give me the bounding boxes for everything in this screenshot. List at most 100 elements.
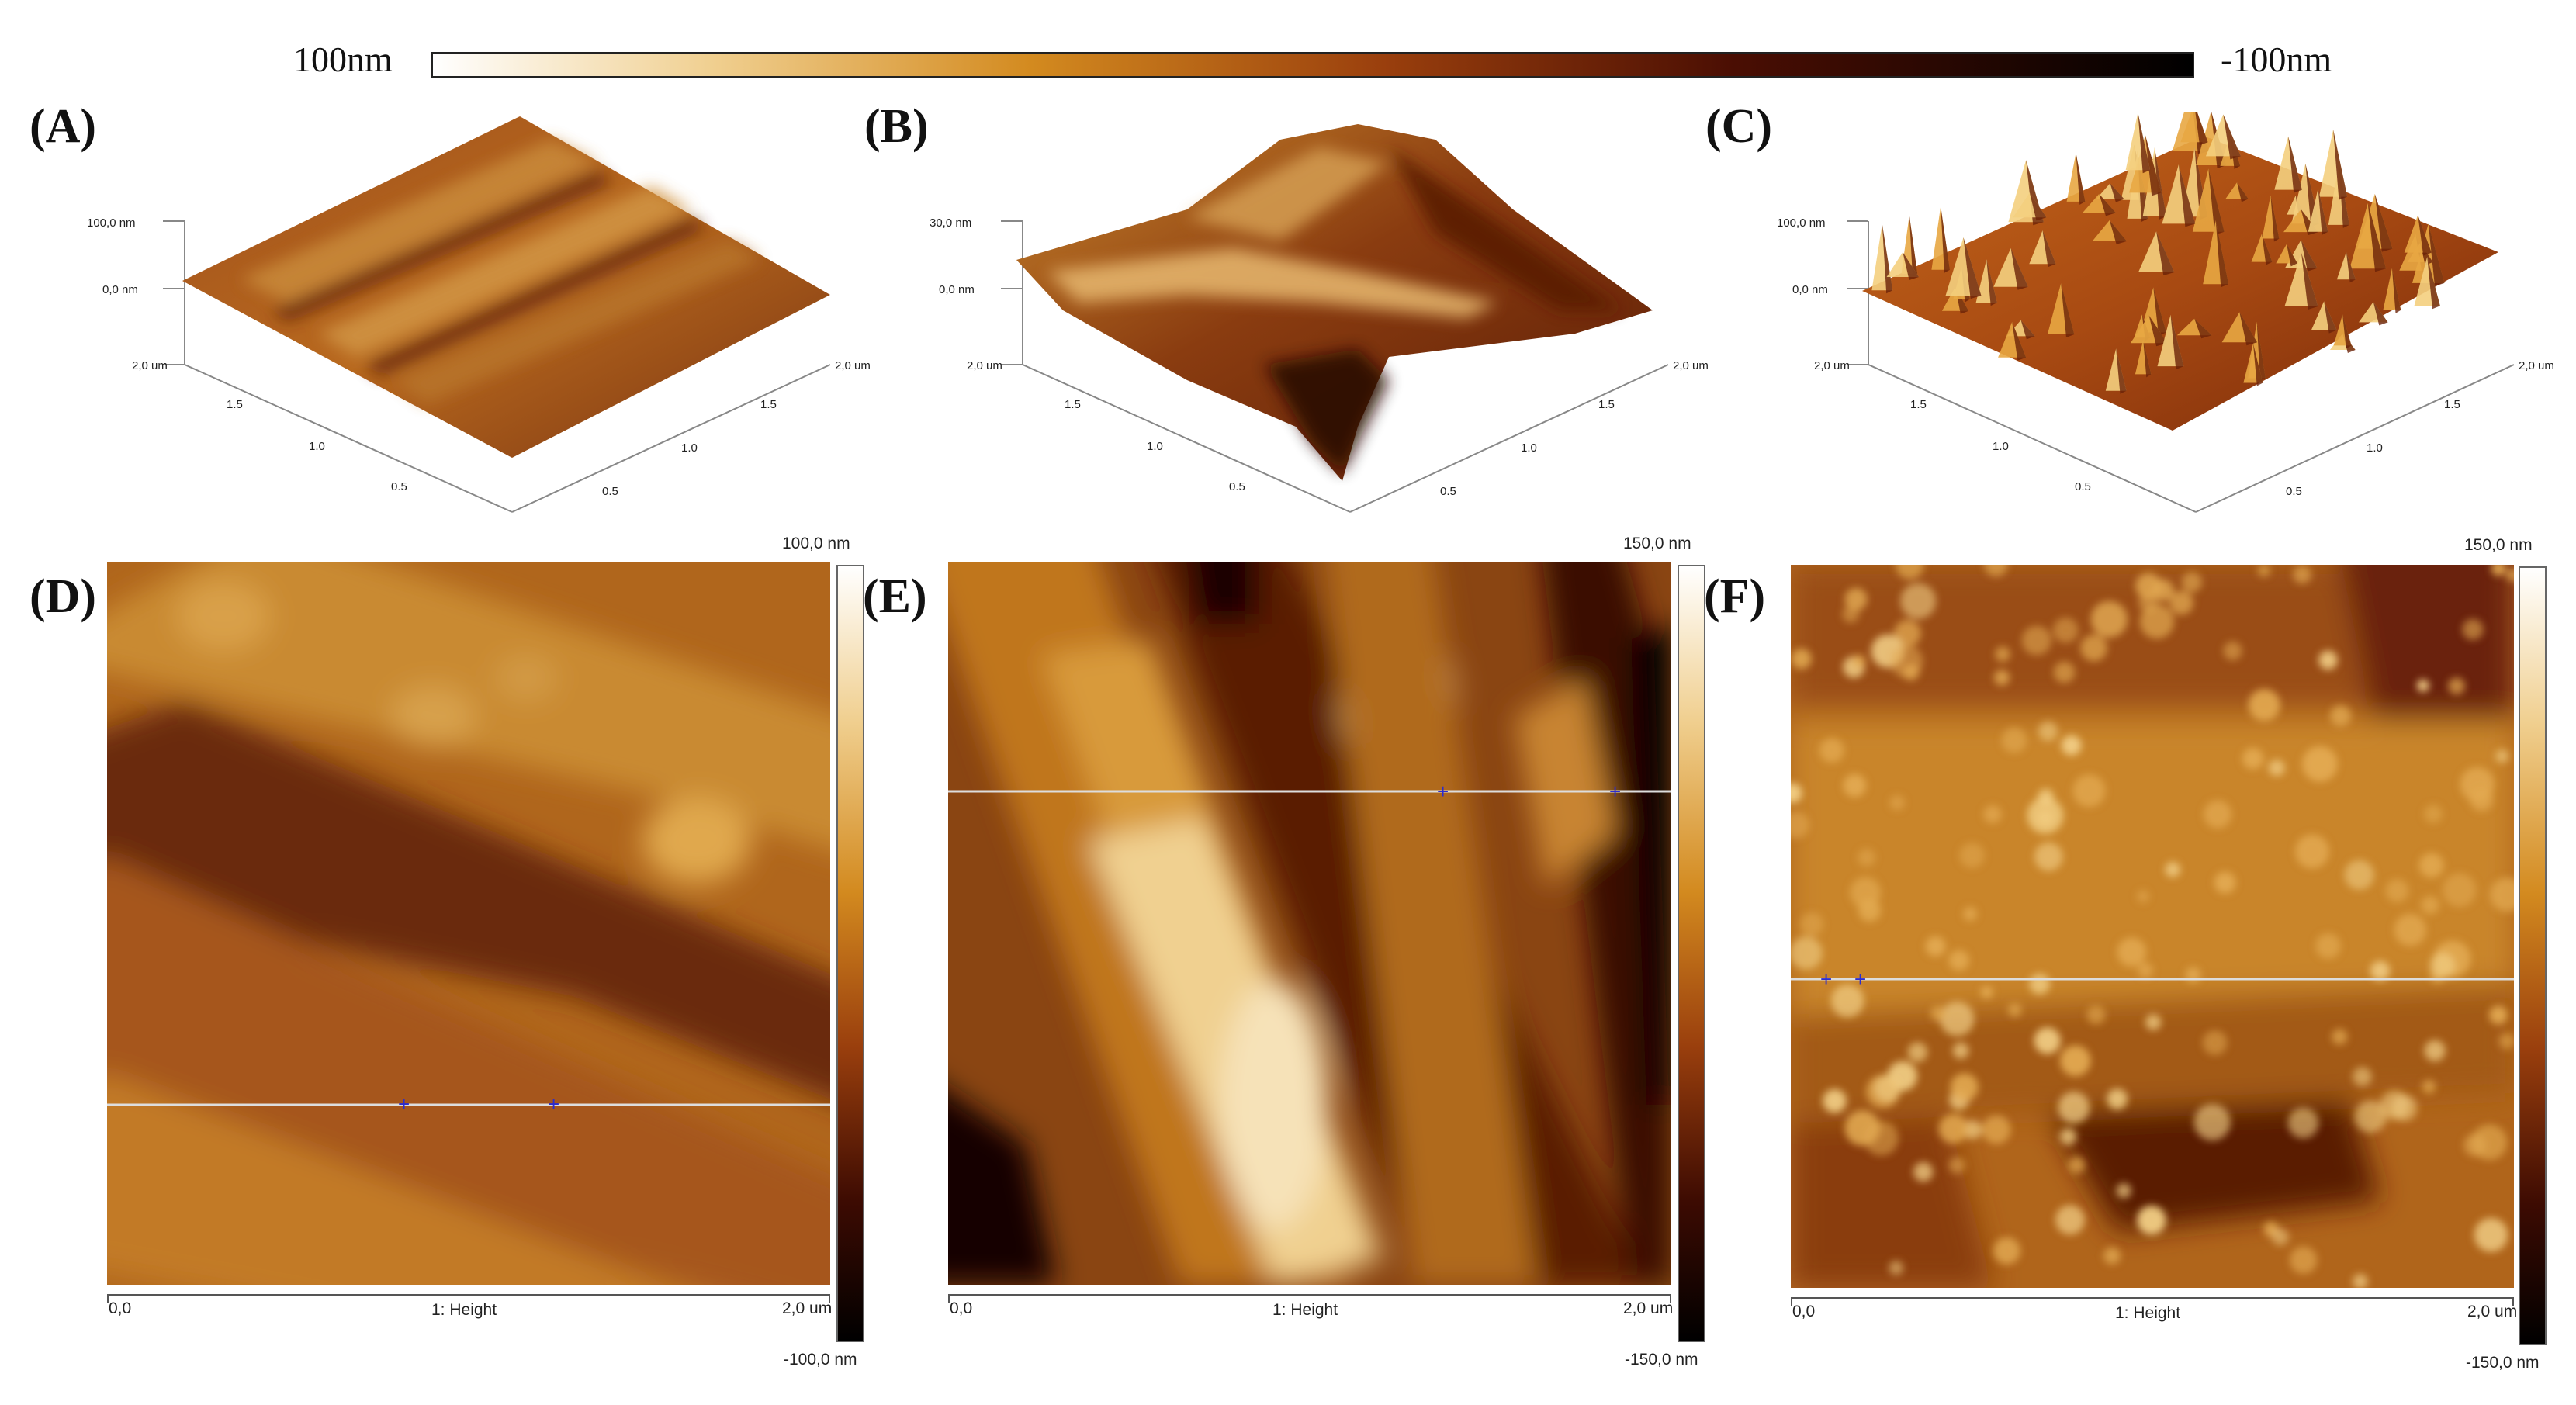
surface-peak-shadow — [2288, 136, 2302, 193]
surface-peak-shadow — [2391, 268, 2401, 313]
surface-grain — [2138, 962, 2153, 978]
surface-grain — [1842, 605, 1860, 623]
surface-grain — [2332, 1029, 2348, 1045]
x-axis-tick-e-start — [948, 1294, 950, 1303]
surface-peak-shadow — [2020, 320, 2035, 340]
svg-text:+: + — [1609, 780, 1621, 803]
y-tick-b-1: 1.5 — [1065, 398, 1081, 411]
surface-peak-shadow — [2256, 321, 2266, 382]
svg-text:+: + — [398, 1092, 410, 1116]
colorbar-min-label: -100nm — [2221, 40, 2332, 79]
svg-text:+: + — [1820, 967, 1832, 991]
surface-grain — [2268, 760, 2285, 777]
surface-grain — [2029, 974, 2051, 995]
surface-peak-shadow — [2270, 195, 2280, 242]
surface-peak-shadow — [2110, 183, 2124, 202]
surface-grain — [2354, 1100, 2387, 1133]
surface-peak-shadow — [2138, 112, 2151, 174]
height-scale-bar-d — [836, 565, 864, 1342]
surface-peak-shadow — [2042, 230, 2056, 268]
surface-grain — [2380, 1090, 2410, 1120]
panel-label-c: (C) — [1705, 100, 1773, 153]
surface-peak-shadow — [2012, 321, 2027, 361]
surface-peak-shadow — [2116, 348, 2127, 394]
surface-peaks-c — [1871, 112, 2445, 394]
surface-grain — [2053, 661, 2076, 683]
surface-grain — [2027, 797, 2064, 834]
surface-grain — [1819, 738, 1844, 763]
x-tick-a-3: 0.5 — [602, 485, 618, 498]
surface-grain — [2385, 879, 2409, 903]
axis-start-label-f: 0,0 — [1792, 1303, 1816, 1320]
surface-grain — [1959, 843, 1985, 868]
surface-grain — [2137, 1206, 2166, 1235]
surface-grain — [1995, 646, 2010, 663]
surface-grain — [1852, 655, 1865, 668]
surface-peak-shadow — [2153, 287, 2167, 336]
surface-peak-shadow — [2208, 168, 2225, 235]
afm-3d-surface-a — [116, 109, 853, 528]
surface-peak-shadow — [2346, 251, 2356, 283]
surface-peak-shadow — [1903, 252, 1920, 280]
surface-grain — [1900, 583, 1937, 619]
surface-grain — [2462, 618, 2484, 640]
afm-3d-surface-b — [954, 116, 1691, 535]
surface-peak-shadow — [2156, 231, 2175, 275]
axis-channel-label-d: 1: Height — [431, 1301, 497, 1319]
afm-height-image-e: + + — [948, 562, 1671, 1285]
surface-grain — [1799, 912, 1824, 936]
axis-end-label-d: 2,0 um — [782, 1299, 833, 1317]
svg-text:+: + — [1854, 967, 1866, 991]
surface-peak-shadow — [2099, 193, 2116, 216]
surface-peak-shadow — [1963, 237, 1982, 299]
surface-peak-shadow — [2010, 247, 2028, 290]
surface-peak-shadow — [2061, 283, 2075, 337]
surface-grain — [2135, 573, 2162, 600]
surface-peak-shadow — [2143, 340, 2152, 378]
surface-grain — [1874, 1075, 1902, 1102]
surface-grain — [2287, 1107, 2319, 1139]
axis-channel-label-e: 1: Height — [1272, 1301, 1338, 1319]
surface-peak-shadow — [2318, 188, 2328, 235]
surface-grain — [2293, 565, 2311, 584]
surface-grain — [1791, 936, 1823, 970]
surface-grain — [1963, 907, 1978, 922]
surface-grain — [1963, 1120, 1982, 1140]
surface-grain — [2060, 1045, 2091, 1077]
x-tick-a-2: 1.0 — [681, 441, 698, 455]
surface-grain — [2059, 1128, 2077, 1145]
surface-grain — [2080, 634, 2107, 662]
surface-grain — [1896, 565, 1924, 580]
height-scale-bar-f — [2519, 566, 2547, 1345]
x-tick-b-3: 0.5 — [1440, 485, 1456, 498]
surface-grain — [1844, 587, 1868, 611]
z-top-label-b: 30,0 nm — [930, 216, 972, 230]
x-tick-c-1: 1.5 — [2444, 398, 2460, 411]
surface-grain — [2204, 800, 2232, 829]
surface-grain — [1890, 645, 1923, 678]
surface-grain — [1982, 1115, 2011, 1144]
surface-grain — [1925, 936, 1946, 957]
surface-grain — [2418, 853, 2444, 878]
surface-grain — [2145, 1014, 2162, 1030]
surface-grain — [2137, 890, 2150, 903]
surface-peak-shadow — [2333, 129, 2348, 200]
svg-text:+: + — [548, 1092, 559, 1116]
x-axis-tick-d-end — [829, 1294, 830, 1303]
afm-height-image-f: + + — [1791, 565, 2514, 1288]
surface-peak-shadow — [2262, 234, 2273, 265]
surface-peak-shadow — [2252, 343, 2263, 386]
surface-grain — [1940, 1002, 1975, 1036]
afm-3d-surface-c — [1800, 112, 2537, 531]
y-tick-c-1: 1.5 — [1910, 398, 1927, 411]
surface-peak-shadow — [2239, 312, 2257, 346]
axis-start-label-d: 0,0 — [109, 1299, 132, 1317]
surface-peak-shadow — [2145, 135, 2162, 196]
surface-grain — [2055, 1205, 2086, 1235]
surface-peak-shadow — [2076, 153, 2086, 205]
surface-grain — [2344, 860, 2374, 890]
scale-top-label-d: 100,0 nm — [782, 535, 850, 552]
surface-grain — [2370, 960, 2391, 981]
surface-grain — [2116, 1183, 2131, 1199]
y-tick-b-2: 1.0 — [1147, 440, 1163, 453]
